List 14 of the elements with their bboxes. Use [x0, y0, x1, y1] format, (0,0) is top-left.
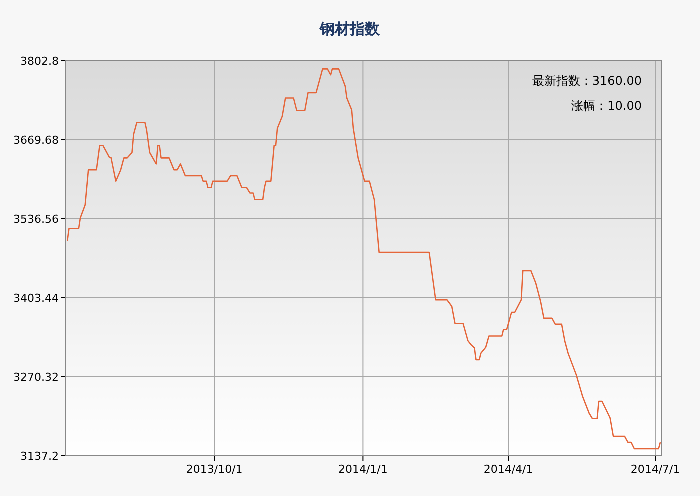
line-series: [66, 68, 662, 450]
y-tick-label: 3137.2: [20, 450, 59, 463]
y-tick-label: 3802.8: [20, 55, 59, 68]
chart-title: 钢材指数: [319, 20, 381, 38]
x-tick-label: 2014/1/1: [338, 463, 388, 476]
annotation: 涨幅：10.00: [572, 99, 642, 113]
y-tick-label: 3536.56: [14, 213, 59, 226]
annotation: 最新指数：3160.00: [532, 74, 642, 88]
y-tick-label: 3669.68: [14, 134, 59, 147]
y-tick-label: 3403.44: [14, 292, 59, 305]
y-tick-label: 3270.32: [14, 371, 59, 384]
x-tick-label: 2013/10/1: [186, 463, 243, 476]
x-tick-label: 2014/4/1: [484, 463, 534, 476]
x-tick-label: 2014/7/1: [630, 463, 680, 476]
